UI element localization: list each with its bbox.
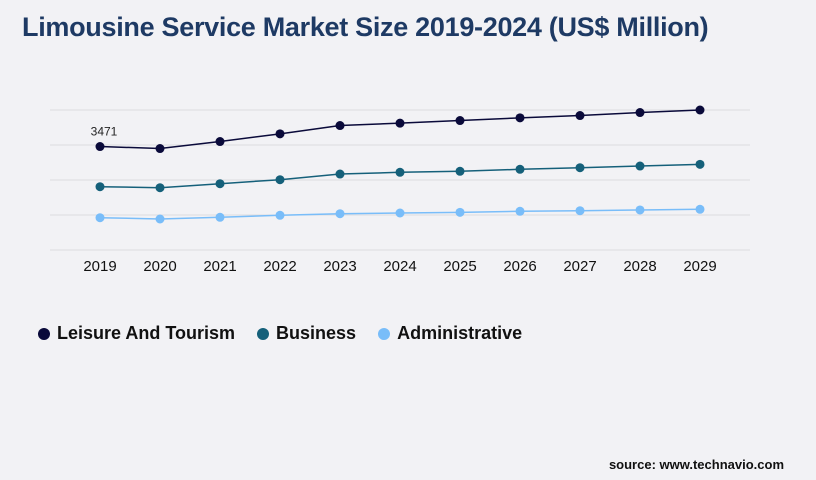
data-point <box>575 206 585 216</box>
x-tick-label: 2026 <box>503 258 536 275</box>
data-point <box>215 179 225 189</box>
legend-label: Leisure And Tourism <box>57 323 236 343</box>
data-point <box>575 163 585 173</box>
data-point <box>695 204 705 214</box>
legend-item-administrative: Administrative <box>378 323 522 344</box>
line-chart: 2019 2020 2021 2022 2023 2024 2025 2026 2027 2028… <box>50 105 750 275</box>
x-tick-label: 2022 <box>263 258 296 275</box>
data-point <box>695 105 705 115</box>
x-tick-label: 2025 <box>443 258 476 275</box>
data-point <box>455 116 465 126</box>
data-point <box>155 214 165 224</box>
data-point <box>575 111 585 121</box>
data-point <box>155 144 165 154</box>
data-point <box>635 108 645 118</box>
data-point <box>335 169 345 179</box>
legend-label: Administrative <box>397 323 523 343</box>
chart-title: Limousine Service Market Size 2019-2024 … <box>22 12 709 42</box>
data-point <box>335 121 345 131</box>
x-tick-label: 2027 <box>563 258 596 275</box>
data-point <box>695 159 705 169</box>
data-point <box>275 175 285 185</box>
x-tick-label: 2024 <box>383 258 416 275</box>
data-point <box>155 183 165 193</box>
data-point <box>335 209 345 219</box>
data-point <box>395 167 405 177</box>
legend-item-leisure: Leisure And Tourism <box>38 323 235 344</box>
data-point <box>635 205 645 215</box>
data-point <box>275 129 285 139</box>
legend-marker <box>378 327 391 340</box>
x-tick-label: 2029 <box>683 258 716 275</box>
legend: Leisure And Tourism Business Administrat… <box>38 323 522 344</box>
x-tick-label: 2023 <box>323 258 356 275</box>
legend-marker <box>257 327 270 340</box>
x-tick-label: 2021 <box>203 258 236 275</box>
data-point <box>515 113 525 123</box>
data-point <box>455 166 465 176</box>
data-point <box>275 210 285 220</box>
legend-marker <box>38 327 50 340</box>
x-tick-label: 2020 <box>143 258 176 275</box>
legend-item-business: Business <box>257 323 356 344</box>
data-point <box>95 142 105 152</box>
data-point <box>395 208 405 218</box>
data-point <box>215 137 225 147</box>
series-line <box>99 109 701 150</box>
data-point <box>95 213 105 223</box>
data-point <box>95 182 105 192</box>
data-point <box>515 206 525 216</box>
data-point <box>395 118 405 128</box>
data-point <box>455 207 465 217</box>
data-point <box>215 212 225 222</box>
x-tick-label: 2028 <box>623 258 656 275</box>
data-point <box>515 164 525 174</box>
data-point <box>635 161 645 171</box>
source-note: source: www.technavio.com <box>608 457 784 472</box>
legend-label: Business <box>276 323 357 343</box>
data-label: 3471 <box>91 125 118 139</box>
x-tick-label: 2019 <box>83 258 116 275</box>
